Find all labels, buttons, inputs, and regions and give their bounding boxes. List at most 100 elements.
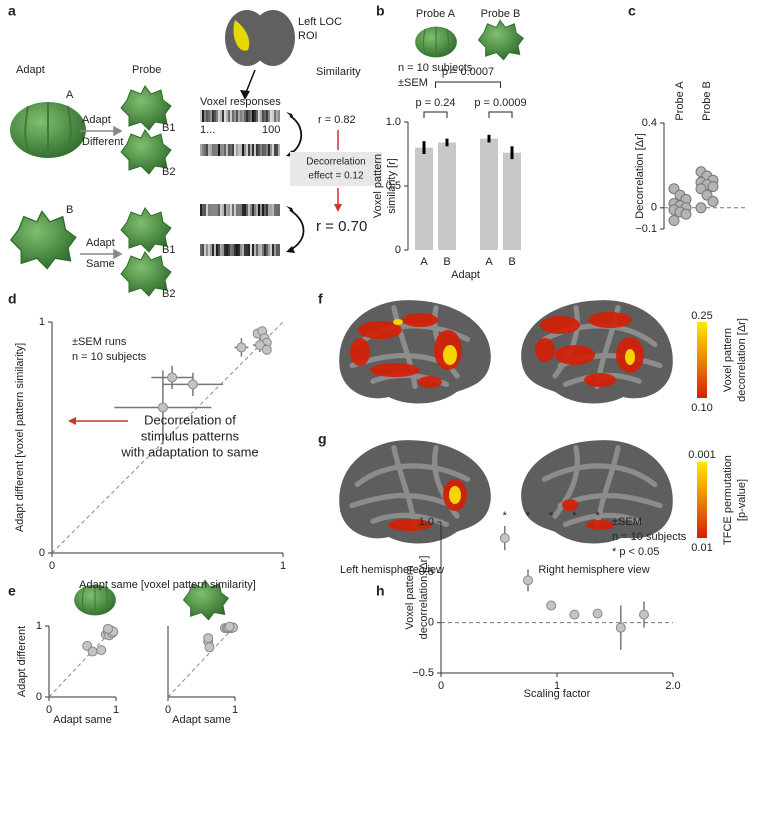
panel-label: b: [376, 3, 385, 19]
voxel-stripe: [250, 204, 252, 216]
voxel-stripe: [238, 244, 240, 256]
colorbar-label: Voxel pattern: [722, 328, 734, 392]
voxel-stripe: [262, 110, 264, 122]
voxel-stripe: [260, 244, 262, 256]
voxel-stripe: [246, 204, 248, 216]
voxel-stripe: [222, 144, 224, 156]
x-tick-label: 1: [232, 704, 238, 716]
voxel-stripe: [218, 110, 220, 122]
r-value: r = 0.82: [318, 114, 356, 126]
voxel-stripe: [216, 244, 218, 256]
category-label: Probe B: [701, 81, 713, 121]
voxel-stripe: [212, 244, 214, 256]
voxel-range: 100: [262, 124, 280, 136]
voxel-stripe: [220, 244, 222, 256]
voxel-stripe: [254, 204, 256, 216]
point: [615, 622, 626, 633]
voxel-stripe: [206, 110, 208, 122]
probe-label: B1: [162, 244, 175, 256]
y-tick-label: 1.0: [419, 516, 434, 528]
similarity-arrows: [289, 115, 305, 251]
voxel-stripe: [234, 110, 236, 122]
significance: *: [595, 510, 600, 522]
voxel-stripe: [276, 110, 278, 122]
panel-label: h: [376, 583, 385, 599]
voxel-stripe: [202, 204, 204, 216]
voxel-stripe: [226, 204, 228, 216]
voxel-stripe: [236, 204, 238, 216]
voxel-stripe: [204, 244, 206, 256]
point: [569, 609, 580, 620]
voxel-stripe: [230, 110, 232, 122]
voxel-stripe: [242, 204, 244, 216]
voxel-stripe: [246, 110, 248, 122]
point: [707, 181, 719, 193]
voxel-stripe: [206, 244, 208, 256]
voxel-patterns: [200, 110, 280, 256]
colorbar-min: 0.10: [691, 402, 712, 414]
arrow-label: with adaptation to same: [120, 444, 258, 459]
voxel-stripe: [218, 204, 220, 216]
x-tick-label: 2.0: [665, 680, 680, 692]
annotation: ±SEM: [398, 77, 428, 89]
panel-label: d: [8, 291, 17, 307]
voxel-stripe: [214, 204, 216, 216]
voxel-stripe: [232, 204, 234, 216]
y-tick-label: 0: [651, 202, 657, 214]
voxel-stripe: [270, 204, 272, 216]
voxel-stripe: [260, 204, 262, 216]
voxel-title: Voxel responses: [200, 96, 281, 108]
voxel-stripe: [252, 244, 254, 256]
voxel-stripe: [212, 110, 214, 122]
x-axis-label: Adapt same: [172, 714, 231, 726]
x-axis-label: Adapt same [voxel pattern similarity]: [79, 579, 256, 591]
voxel-stripe: [252, 144, 254, 156]
bracket: [423, 111, 448, 118]
column-header: Similarity: [316, 66, 361, 78]
voxel-stripe: [220, 144, 222, 156]
y-axis-label: Voxel pattern: [372, 154, 384, 218]
y-tick-label: 1.0: [386, 116, 401, 128]
voxel-stripe: [270, 144, 272, 156]
bracket: [488, 111, 513, 118]
voxel-stripe: [264, 144, 266, 156]
colorbar-min: 0.01: [691, 542, 712, 554]
voxel-stripe: [252, 204, 254, 216]
voxel-stripe: [270, 110, 272, 122]
y-tick-label: 1: [39, 316, 45, 328]
voxel-stripe: [234, 204, 236, 216]
point: [204, 642, 215, 653]
voxel-stripe: [274, 110, 276, 122]
voxel-stripe: [236, 144, 238, 156]
voxel-stripe: [266, 144, 268, 156]
voxel-stripe: [226, 244, 228, 256]
x-tick-label: 1: [113, 704, 119, 716]
voxel-stripe: [228, 244, 230, 256]
colorbar-label: TFCE permutation: [722, 455, 734, 545]
y-tick-label: 0.5: [419, 566, 434, 578]
colorbar-max: 0.001: [688, 449, 716, 461]
voxel-stripe: [230, 244, 232, 256]
adapt-shape: [10, 210, 77, 270]
y-tick-label: −0.1: [635, 223, 657, 235]
voxel-stripe: [218, 244, 220, 256]
brain-maps: [339, 300, 707, 543]
voxel-stripe: [276, 204, 278, 216]
point: [187, 379, 198, 390]
voxel-stripe: [252, 110, 254, 122]
panel-label: c: [628, 3, 636, 19]
roi-brain: [225, 10, 295, 100]
voxel-stripe: [200, 244, 202, 256]
voxel-stripe: [204, 144, 206, 156]
voxel-stripe: [272, 244, 274, 256]
point: [261, 344, 272, 355]
voxel-stripe: [214, 144, 216, 156]
voxel-stripe: [264, 110, 266, 122]
voxel-stripe: [274, 144, 276, 156]
voxel-stripe: [274, 244, 276, 256]
x-tick-label: A: [420, 256, 428, 268]
probe-label: Probe B: [481, 8, 521, 20]
voxel-stripe: [226, 144, 228, 156]
y-axis-label: decorrelation [Δr]: [418, 556, 430, 640]
voxel-stripe: [274, 204, 276, 216]
